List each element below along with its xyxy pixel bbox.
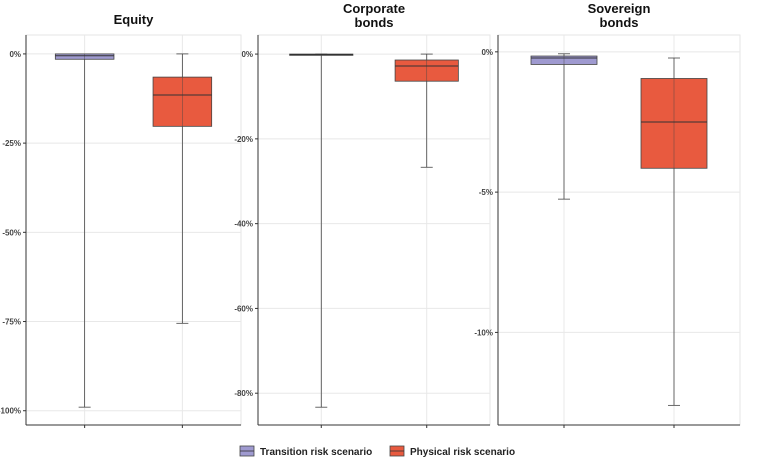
y-tick-label: -10% xyxy=(474,328,493,337)
box-1 xyxy=(394,53,459,168)
y-tick-label: 0% xyxy=(481,48,493,57)
panel-title: Corporate xyxy=(343,1,405,16)
box-1 xyxy=(640,57,708,406)
box-0 xyxy=(289,53,354,408)
y-tick-label: -25% xyxy=(2,139,21,148)
panel-0: 0% -25% -50% -75% -100% Equity xyxy=(0,12,242,428)
panel-background xyxy=(257,34,491,426)
box-1 xyxy=(152,53,213,324)
legend-label: Physical risk scenario xyxy=(410,447,515,458)
panel-title: bonds xyxy=(355,15,394,30)
legend-item: Transition risk scenario xyxy=(239,445,372,458)
y-tick-label: -80% xyxy=(234,389,253,398)
y-tick-label: -75% xyxy=(2,318,21,327)
y-tick-label: -50% xyxy=(2,228,21,237)
legend: Transition risk scenario Physical risk sc… xyxy=(239,445,515,458)
y-tick-label: 0% xyxy=(241,50,253,59)
legend-item: Physical risk scenario xyxy=(389,445,515,458)
panel-title: bonds xyxy=(600,15,639,30)
y-tick-label: -20% xyxy=(234,135,253,144)
y-tick-label: -40% xyxy=(234,220,253,229)
panel-title: Sovereign xyxy=(588,1,651,16)
panel-title: Equity xyxy=(114,12,154,27)
y-tick-label: -5% xyxy=(479,188,493,197)
y-tick-label: -100% xyxy=(0,407,21,416)
box-0 xyxy=(530,53,598,200)
legend-label: Transition risk scenario xyxy=(260,447,372,458)
y-tick-label: 0% xyxy=(9,50,21,59)
y-tick-label: -60% xyxy=(234,304,253,313)
box-0 xyxy=(54,53,115,408)
